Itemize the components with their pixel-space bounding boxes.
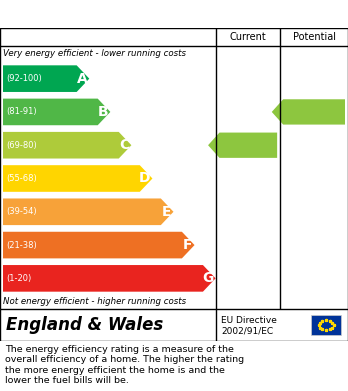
Polygon shape (3, 99, 110, 125)
Text: Potential: Potential (293, 32, 335, 42)
Text: C: C (119, 138, 129, 152)
Text: A: A (77, 72, 87, 86)
Polygon shape (3, 232, 195, 258)
Text: EU Directive: EU Directive (221, 316, 277, 325)
Text: B: B (98, 105, 108, 119)
Polygon shape (3, 132, 132, 158)
Polygon shape (3, 65, 89, 92)
Text: D: D (139, 172, 150, 185)
Text: England & Wales: England & Wales (6, 316, 163, 334)
Text: (81-91): (81-91) (6, 108, 37, 117)
Polygon shape (3, 265, 215, 292)
Text: E: E (162, 205, 172, 219)
Polygon shape (272, 99, 345, 125)
Text: Energy Efficiency Rating: Energy Efficiency Rating (9, 7, 211, 22)
Text: 80: 80 (304, 105, 324, 119)
Text: (39-54): (39-54) (6, 207, 37, 216)
Text: 69: 69 (239, 138, 258, 152)
Polygon shape (208, 133, 277, 158)
Text: F: F (183, 238, 192, 252)
Text: 2002/91/EC: 2002/91/EC (221, 327, 274, 336)
Polygon shape (3, 165, 152, 192)
Polygon shape (3, 199, 174, 225)
Bar (311, 315, 341, 335)
Text: (21-38): (21-38) (6, 240, 37, 249)
Text: G: G (202, 271, 214, 285)
Text: The energy efficiency rating is a measure of the
overall efficiency of a home. T: The energy efficiency rating is a measur… (5, 345, 244, 385)
Text: (69-80): (69-80) (6, 141, 37, 150)
Text: Current: Current (230, 32, 267, 42)
Text: (1-20): (1-20) (6, 274, 31, 283)
Text: (55-68): (55-68) (6, 174, 37, 183)
Text: (92-100): (92-100) (6, 74, 42, 83)
Text: Very energy efficient - lower running costs: Very energy efficient - lower running co… (3, 50, 186, 59)
Text: Not energy efficient - higher running costs: Not energy efficient - higher running co… (3, 298, 186, 307)
